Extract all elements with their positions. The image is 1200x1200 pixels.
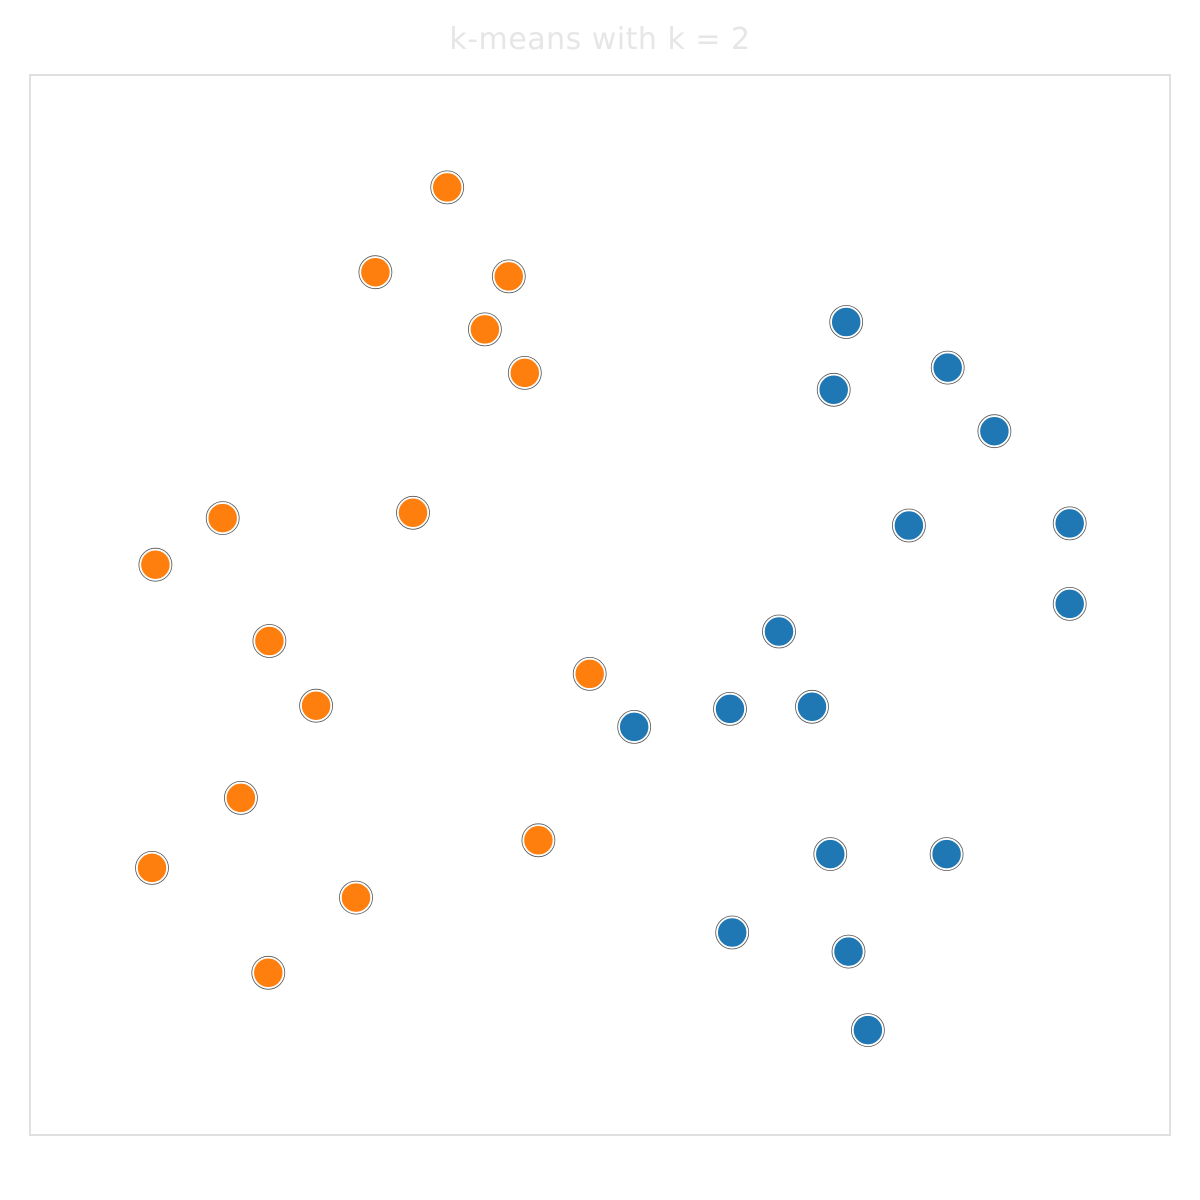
data-point-outline	[135, 851, 169, 885]
data-point-cluster-0	[814, 838, 847, 870]
data-point-cluster-1	[493, 260, 525, 293]
data-point-outline	[521, 823, 556, 858]
data-point-outline	[816, 372, 851, 407]
data-point-cluster-0	[930, 838, 963, 870]
data-point-outline	[715, 915, 750, 950]
data-point-outline	[430, 170, 465, 205]
data-point-outline	[205, 501, 240, 535]
data-point-cluster-1	[253, 625, 286, 657]
data-point-outline	[251, 955, 286, 990]
data-point-outline	[795, 689, 829, 724]
data-point-cluster-1	[225, 782, 257, 814]
data-point-cluster-0	[1053, 588, 1086, 620]
data-point-cluster-1	[573, 658, 606, 690]
data-point-cluster-0	[1053, 507, 1086, 540]
points-layer	[135, 170, 1087, 1047]
data-point-cluster-1	[139, 548, 172, 581]
data-point-outline	[396, 495, 430, 530]
data-point-outline	[831, 934, 866, 969]
data-point-outline	[851, 1013, 885, 1047]
data-point-cluster-0	[931, 351, 964, 384]
data-point-cluster-0	[893, 509, 925, 542]
data-point-cluster-1	[431, 171, 463, 204]
data-point-outline	[358, 255, 393, 290]
data-point-cluster-0	[852, 1014, 884, 1046]
data-point-cluster-0	[618, 711, 650, 743]
data-point-outline	[339, 880, 373, 915]
data-point-outline	[491, 259, 526, 294]
data-point-outline	[252, 624, 287, 658]
data-point-cluster-0	[830, 306, 862, 338]
data-point-cluster-0	[796, 691, 828, 723]
data-point-outline	[1052, 587, 1087, 621]
data-point-cluster-0	[714, 693, 746, 725]
data-point-cluster-1	[340, 881, 372, 914]
data-point-cluster-0	[832, 935, 865, 968]
data-point-cluster-0	[817, 374, 850, 406]
data-point-outline	[138, 547, 173, 582]
data-point-outline	[467, 312, 502, 347]
plot-frame	[29, 74, 1171, 1136]
data-point-outline	[762, 614, 796, 649]
data-point-outline	[977, 414, 1012, 449]
data-point-cluster-0	[716, 916, 748, 949]
data-point-cluster-1	[359, 256, 392, 288]
data-point-outline	[223, 781, 258, 815]
data-point-outline	[572, 657, 607, 691]
data-point-outline	[892, 508, 926, 543]
chart-title: k-means with k = 2	[449, 22, 751, 57]
data-point-outline	[507, 355, 542, 390]
data-point-cluster-1	[469, 313, 501, 346]
data-point-outline	[930, 350, 965, 385]
data-point-outline	[813, 837, 848, 871]
data-point-outline	[299, 688, 334, 723]
data-point-cluster-1	[136, 852, 168, 884]
data-point-outline	[713, 692, 747, 726]
data-point-outline	[929, 837, 964, 871]
data-point-cluster-1	[252, 957, 285, 989]
data-point-outline	[829, 305, 864, 339]
data-point-cluster-1	[300, 689, 332, 722]
data-point-cluster-0	[978, 415, 1011, 447]
data-point-cluster-1	[509, 357, 541, 389]
data-point-outline	[617, 710, 652, 744]
data-point-cluster-1	[397, 497, 429, 529]
data-point-cluster-1	[522, 824, 555, 857]
data-point-cluster-0	[763, 615, 795, 648]
data-point-cluster-1	[206, 502, 239, 534]
data-point-outline	[1052, 506, 1087, 541]
